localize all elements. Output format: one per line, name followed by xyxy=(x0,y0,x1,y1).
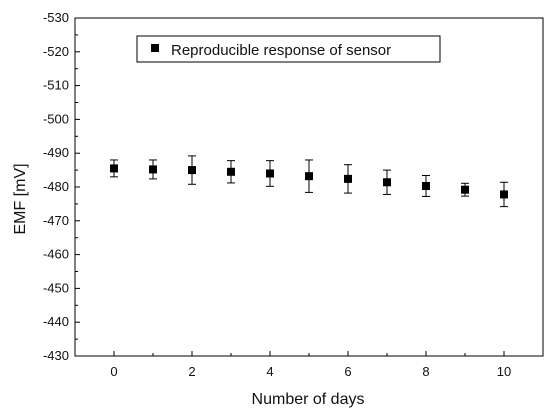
data-point xyxy=(266,160,274,187)
x-axis: 0 2 4 6 8 10 xyxy=(74,351,544,379)
y-tick-label: -480 xyxy=(43,179,69,194)
y-tick-label: -500 xyxy=(43,111,69,126)
data-marker xyxy=(266,169,274,178)
data-marker xyxy=(344,174,352,183)
y-tick-label: -440 xyxy=(43,314,69,329)
x-tick-label: 0 xyxy=(110,364,117,379)
y-tick-label: -530 xyxy=(43,10,69,25)
data-marker xyxy=(149,165,157,174)
y-tick-label: -490 xyxy=(43,145,69,160)
data-marker xyxy=(188,166,196,175)
y-tick-label: -520 xyxy=(43,44,69,59)
x-tick-label: 6 xyxy=(344,364,351,379)
series-layer xyxy=(110,155,508,208)
legend-label: Reproducible response of sensor xyxy=(171,42,391,59)
data-marker xyxy=(305,172,313,181)
x-axis-title: Number of days xyxy=(252,391,365,408)
x-tick-label: 10 xyxy=(497,364,511,379)
x-tick-label: 4 xyxy=(266,364,273,379)
data-point xyxy=(188,155,196,185)
data-marker xyxy=(461,185,469,194)
data-point xyxy=(227,160,235,184)
data-point xyxy=(422,175,430,197)
y-tick-label: -450 xyxy=(43,280,69,295)
data-marker xyxy=(227,167,235,176)
data-marker xyxy=(110,164,118,173)
data-point xyxy=(461,182,469,197)
data-marker xyxy=(383,178,391,187)
data-marker xyxy=(500,190,508,199)
y-axis-title: EMF [mV] xyxy=(12,163,29,234)
legend-marker xyxy=(151,44,159,52)
x-tick-label: 2 xyxy=(188,364,195,379)
data-point xyxy=(149,159,157,180)
y-tick-label: -510 xyxy=(43,78,69,93)
data-point xyxy=(344,164,352,194)
y-axis: -430 -440 -450 -460 -470 -480 -490 -500 -510 -520… xyxy=(43,10,80,363)
y-tick-label: -470 xyxy=(43,213,69,228)
y-tick-label: -430 xyxy=(43,348,69,363)
data-point xyxy=(383,169,391,195)
data-point xyxy=(500,181,508,208)
y-tick-label: -460 xyxy=(43,247,69,262)
data-point xyxy=(110,159,118,178)
legend: Reproducible response of sensor xyxy=(136,35,441,63)
legend-box xyxy=(136,35,441,63)
data-marker xyxy=(422,181,430,190)
data-point xyxy=(305,159,313,193)
x-tick-label: 8 xyxy=(422,364,429,379)
